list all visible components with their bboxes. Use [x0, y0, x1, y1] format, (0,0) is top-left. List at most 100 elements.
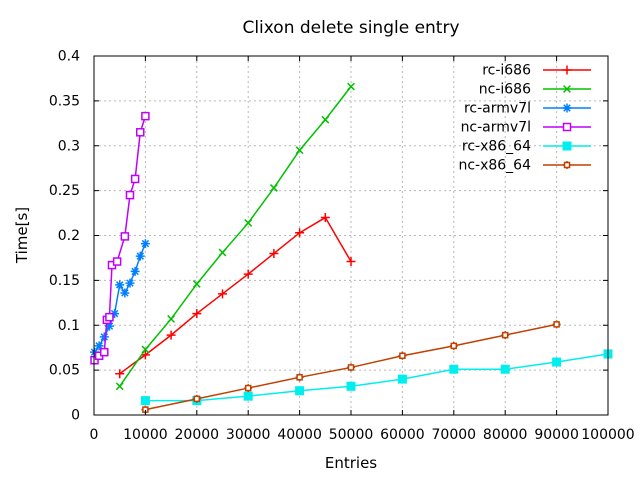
marker-plus — [166, 330, 176, 340]
marker-boxed-plus-box — [399, 352, 406, 360]
series-nc-armv7l — [90, 111, 150, 365]
marker-plus — [115, 369, 125, 379]
marker-filled-square — [140, 396, 150, 406]
legend-entry-rc-x86_64: rc-x86_64 — [462, 139, 591, 155]
legend: rc-i686 nc-i686 rc-armv7l nc-armv7l rc-x86_6… — [458, 63, 591, 174]
y-tick-label: 0.4 — [58, 49, 80, 65]
y-tick-label: 0.3 — [58, 138, 80, 154]
marker-filled-square — [346, 381, 356, 391]
marker-boxed-plus-box — [450, 342, 458, 350]
grid-lines — [94, 56, 608, 415]
y-tick-label: 0.1 — [58, 318, 80, 334]
series-rc-armv7l — [90, 239, 150, 357]
marker-plus — [346, 257, 356, 267]
y-tick-label: 0.25 — [49, 183, 80, 199]
y-tick-label: 0 — [71, 408, 80, 424]
marker-cross — [115, 382, 124, 391]
series-markers-nc-i686 — [115, 82, 355, 391]
marker-filled-square — [295, 386, 305, 396]
legend-entry-rc-i686: rc-i686 — [482, 63, 591, 79]
marker-open-square — [112, 257, 122, 266]
marker-boxed-plus-box — [193, 395, 201, 403]
x-tick-label: 90000 — [534, 427, 579, 443]
legend-label-rc-i686: rc-i686 — [482, 63, 531, 79]
marker-filled-square — [562, 141, 572, 151]
marker-filled-square — [449, 364, 459, 374]
tick-labels: 0 10000 20000 30000 40000 50000 60000 70000 8000… — [49, 49, 635, 444]
marker-plus — [295, 228, 305, 238]
series-line-rc-i686 — [119, 216, 352, 375]
series-rc-i686 — [115, 213, 356, 379]
marker-star — [120, 288, 130, 298]
legend-entry-nc-x86_64: nc-x86_64 — [458, 158, 591, 174]
marker-cross — [563, 85, 571, 93]
y-axis-label: Time[s] — [13, 207, 31, 264]
series-line-rc-x86_64 — [145, 353, 609, 402]
x-tick-label: 30000 — [226, 427, 271, 443]
marker-boxed-plus-box — [553, 321, 560, 328]
axes-and-ticks — [93, 55, 609, 416]
x-tick-label: 20000 — [175, 427, 220, 443]
chart-title: Clixon delete single entry — [242, 18, 459, 38]
marker-boxed-plus-box — [244, 384, 252, 392]
marker-star — [94, 341, 104, 351]
y-tick-label: 0.2 — [58, 228, 80, 244]
series-nc-x86_64 — [141, 320, 561, 414]
x-tick-label: 70000 — [432, 427, 477, 443]
x-tick-label: 80000 — [483, 427, 528, 443]
marker-filled-square — [243, 391, 253, 401]
marker-boxed-plus-box — [347, 364, 355, 371]
y-tick-label: 0.05 — [49, 363, 80, 379]
legend-label-rc-x86_64: rc-x86_64 — [462, 139, 531, 155]
marker-star — [562, 103, 572, 113]
marker-filled-square — [500, 364, 510, 374]
marker-plus — [269, 248, 279, 258]
marker-boxed-plus-box — [501, 331, 509, 339]
marker-plus — [243, 269, 253, 279]
marker-star — [125, 278, 135, 288]
marker-cross — [269, 184, 278, 192]
marker-plus — [562, 65, 572, 75]
marker-plus — [192, 309, 202, 319]
x-tick-label: 100000 — [581, 427, 634, 443]
marker-cross — [244, 219, 253, 227]
marker-open-square — [125, 190, 135, 200]
marker-star — [104, 321, 114, 331]
marker-star — [135, 251, 145, 261]
x-tick-label: 60000 — [380, 427, 425, 443]
marker-open-square — [562, 122, 572, 132]
marker-cross — [295, 146, 304, 155]
series-markers-rc-i686 — [115, 213, 356, 379]
marker-open-square — [100, 347, 109, 357]
marker-cross — [347, 82, 355, 91]
marker-star — [140, 239, 150, 249]
marker-boxed-plus-box — [563, 161, 571, 169]
marker-open-square — [141, 111, 150, 121]
y-tick-label: 0.35 — [49, 93, 80, 109]
marker-cross — [192, 280, 201, 288]
marker-open-square — [136, 128, 145, 137]
marker-cross — [218, 248, 227, 257]
series-line-nc-i686 — [119, 86, 352, 387]
marker-open-square — [120, 232, 130, 241]
legend-entry-nc-armv7l: nc-armv7l — [461, 120, 591, 136]
legend-label-rc-armv7l: rc-armv7l — [464, 101, 531, 117]
y-tick-label: 0.15 — [49, 273, 80, 289]
legend-label-nc-x86_64: nc-x86_64 — [458, 158, 531, 174]
marker-filled-square — [397, 374, 407, 384]
series-markers-nc-x86_64 — [141, 320, 561, 414]
legend-label-nc-i686: nc-i686 — [479, 82, 531, 98]
marker-star — [110, 309, 120, 319]
legend-entry-nc-i686: nc-i686 — [479, 82, 591, 98]
legend-label-nc-armv7l: nc-armv7l — [461, 120, 531, 136]
legend-entry-rc-armv7l: rc-armv7l — [464, 101, 591, 117]
series-markers-nc-armv7l — [90, 111, 150, 365]
marker-filled-square — [552, 357, 562, 367]
marker-boxed-plus-box — [296, 374, 303, 381]
x-tick-label: 50000 — [329, 427, 374, 443]
marker-star — [130, 266, 140, 276]
marker-cross — [141, 345, 150, 354]
